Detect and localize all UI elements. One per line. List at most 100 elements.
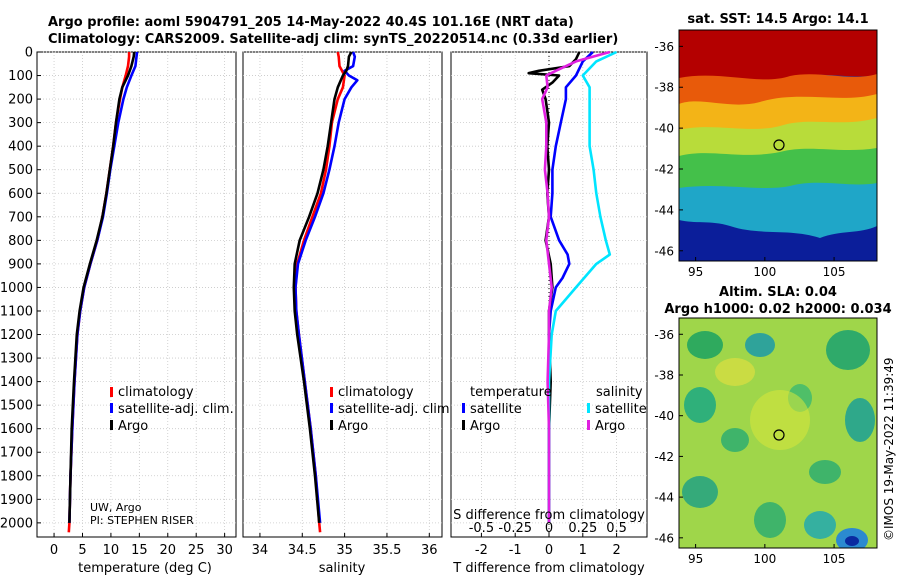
lon-tick-label: 100 (753, 552, 776, 566)
lon-tick-label: 105 (823, 265, 846, 279)
lat-tick-label: -44 (654, 203, 674, 217)
depth-tick-label: 1900 (0, 493, 33, 508)
depth-tick-label: 1700 (0, 446, 33, 461)
x-tick-label: 20 (159, 543, 176, 558)
legend-swatch-climatology (330, 387, 333, 397)
difference-panel: -2 -1 0 1 2 -0.5 -0.25 0 0.25 0.5 T difference f… (450, 50, 648, 576)
legend-label-climatology: climatology (338, 385, 414, 400)
lat-tick-label: -38 (654, 81, 674, 95)
sla-lat-ticks: -36 -38 -40 -42 -44 -46 (654, 328, 683, 545)
x-tick-label: -1 (509, 543, 522, 558)
depth-tick-label: 0 (25, 46, 33, 61)
sla-map-frame (678, 317, 878, 549)
x-tick-label: 30 (216, 543, 233, 558)
lat-tick-label: -46 (654, 244, 674, 258)
salinity-panel: 34 34.5 35 35.5 36 salinity climatology sate… (242, 51, 454, 576)
s-diff-tick-label: 0.25 (568, 521, 597, 536)
salinity-plot-frame (242, 51, 443, 538)
series-line-salinity-satellite (547, 50, 618, 523)
salinity-legend: climatology satellite-adj. clim. Argo (330, 385, 454, 434)
sla-float-location-marker (773, 429, 785, 441)
imos-watermark: ©IMOS 19-May-2022 11:39:49 (882, 357, 896, 541)
legend-label-s-argo: Argo (595, 419, 625, 434)
legend-label-satellite: satellite-adj. clim. (338, 402, 454, 417)
depth-tick-label: 1100 (0, 304, 33, 319)
salinity-series (292, 51, 359, 533)
legend-label-climatology: climatology (118, 385, 194, 400)
legend-title-temperature: temperature (470, 385, 552, 400)
depth-tick-label: 500 (8, 163, 33, 178)
temperature-legend: climatology satellite-adj. clim. Argo (110, 385, 234, 434)
sst-map-image (679, 30, 877, 261)
s-difference-x-ticks: -0.5 -0.25 0 0.25 0.5 (469, 521, 627, 536)
lat-tick-label: -42 (654, 450, 674, 464)
legend-label-argo: Argo (118, 419, 148, 434)
lat-tick-label: -40 (654, 122, 674, 136)
sst-map-frame (678, 29, 878, 262)
x-tick-label: 25 (188, 543, 205, 558)
series-line-argo (292, 51, 353, 524)
sst-float-location-marker (773, 139, 785, 151)
s-diff-tick-label: -0.5 (469, 521, 494, 536)
salinity-x-ticks: 34 34.5 35 35.5 36 (252, 533, 438, 558)
lon-tick-label: 95 (688, 552, 703, 566)
depth-tick-label: 200 (8, 93, 33, 108)
difference-legend: temperature salinity satellite Argo sate… (462, 385, 647, 434)
sla-map-panel: Altim. SLA: 0.04 Argo h1000: 0.02 h2000:… (654, 285, 891, 566)
sst-map-title: sat. SST: 14.5 Argo: 14.1 (687, 12, 868, 27)
depth-tick-label: 1300 (0, 352, 33, 367)
legend-swatch-s-satellite (587, 403, 590, 413)
depth-tick-label: 800 (8, 234, 33, 249)
legend-label-t-argo: Argo (470, 419, 500, 434)
series-line-argo (68, 51, 136, 523)
sla-map-title-2: Argo h1000: 0.02 h2000: 0.034 (664, 302, 891, 317)
t-difference-x-ticks: -2 -1 0 1 2 (475, 533, 621, 558)
depth-tick-label: 100 (8, 69, 33, 84)
temperature-plot-frame (36, 51, 237, 538)
legend-swatch-t-argo (462, 420, 465, 430)
sst-map-panel: sat. SST: 14.5 Argo: 14.1 -36 -38 -40 -42 -4… (654, 12, 878, 279)
x-tick-label: 34.5 (288, 543, 317, 558)
depth-tick-label: 1500 (0, 399, 33, 414)
x-tick-label: -2 (475, 543, 488, 558)
depth-tick-label: 1000 (0, 281, 33, 296)
depth-tick-label: 600 (8, 187, 33, 202)
s-difference-x-label: S difference from climatology (453, 508, 645, 523)
t-difference-x-label: T difference from climatology (452, 561, 645, 576)
lat-tick-label: -38 (654, 368, 674, 382)
lat-tick-label: -46 (654, 531, 674, 545)
depth-tick-label: 1400 (0, 375, 33, 390)
legend-swatch-climatology (110, 387, 113, 397)
legend-swatch-satellite (110, 403, 113, 413)
legend-swatch-argo (110, 420, 113, 430)
temperature-x-ticks: 0 5 10 15 20 25 30 (50, 533, 233, 558)
depth-tick-label: 2000 (0, 516, 33, 531)
x-tick-label: 2 (612, 543, 620, 558)
lat-tick-label: -36 (654, 328, 674, 342)
legend-label-t-satellite: satellite (470, 402, 522, 417)
depth-tick-label: 1800 (0, 469, 33, 484)
x-tick-label: 1 (579, 543, 587, 558)
difference-series (527, 50, 618, 523)
salinity-x-label: salinity (319, 561, 366, 576)
credit-line-1: UW, Argo (90, 501, 142, 514)
salinity-grid (243, 51, 442, 537)
lon-tick-label: 100 (753, 265, 776, 279)
title-line-1: Argo profile: aoml 5904791_205 14-May-20… (48, 15, 574, 30)
series-line-salinity-argo (540, 50, 611, 523)
depth-tick-label: 900 (8, 257, 33, 272)
credit-line-2: PI: STEPHEN RISER (90, 514, 194, 527)
lon-tick-label: 105 (823, 552, 846, 566)
depth-tick-label: 1600 (0, 422, 33, 437)
legend-swatch-satellite (330, 403, 333, 413)
temperature-panel: 0 5 10 15 20 25 30 0 100 200 300 400 500 600 700 800 90… (0, 46, 455, 576)
s-diff-tick-label: -0.25 (498, 521, 532, 536)
x-tick-label: 5 (78, 543, 86, 558)
depth-tick-label: 1200 (0, 328, 33, 343)
s-diff-tick-label: 0.5 (606, 521, 627, 536)
x-tick-label: 15 (131, 543, 148, 558)
lat-tick-label: -36 (654, 40, 674, 54)
x-tick-label: 0 (50, 543, 58, 558)
legend-swatch-t-satellite (462, 403, 465, 413)
s-diff-tick-label: 0 (545, 521, 553, 536)
